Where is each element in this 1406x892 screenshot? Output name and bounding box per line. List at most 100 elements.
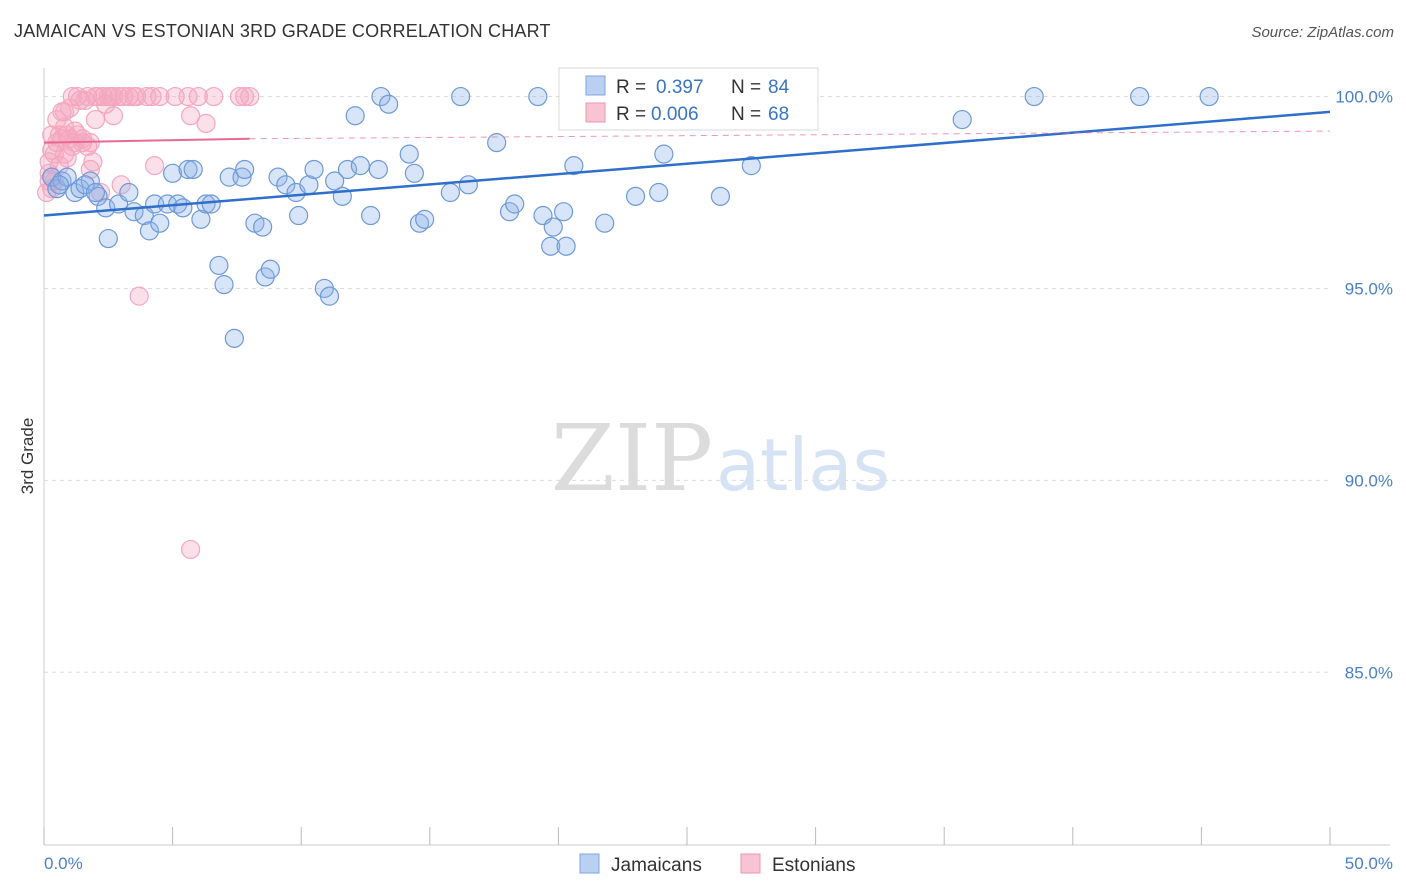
- jamaicans-point: [451, 86, 471, 107]
- estonians-point: [103, 106, 124, 126]
- estonians-point: [85, 109, 106, 130]
- jamaicans-point: [304, 159, 324, 180]
- jamaicans-r-value: 0.397: [656, 77, 704, 98]
- stats-legend: R = 0.397 N = 84 R = 0.006 N = 68: [558, 67, 819, 131]
- jamaicans-point: [276, 175, 296, 195]
- estonians-trend-extension: [249, 130, 1331, 140]
- watermark-zip: ZIP: [551, 405, 713, 512]
- jamaicans-trend-line: [43, 110, 1331, 217]
- jamaicans-point: [75, 175, 95, 195]
- estonians-point: [129, 286, 149, 306]
- estonians-point: [65, 121, 85, 141]
- jamaicans-point: [201, 194, 221, 214]
- jamaicans-point: [458, 175, 478, 195]
- legend-estonians-label: Estonians: [772, 855, 855, 876]
- x-tick-label: 0.0%: [44, 854, 83, 873]
- jamaicans-point: [350, 156, 370, 176]
- jamaicans-point: [178, 159, 198, 180]
- estonians-point: [229, 86, 250, 107]
- estonians-point: [126, 86, 147, 107]
- jamaicans-point: [528, 86, 548, 107]
- estonians-point: [142, 86, 162, 107]
- estonians-point: [80, 159, 100, 180]
- estonians-point: [188, 86, 208, 107]
- jamaicans-point: [1024, 86, 1044, 107]
- jamaicans-point: [1199, 86, 1219, 107]
- estonians-point: [78, 86, 98, 107]
- estonians-point: [83, 152, 103, 172]
- estonians-point: [150, 86, 170, 107]
- jamaicans-point: [625, 186, 646, 206]
- jamaicans-point: [214, 275, 234, 295]
- estonians-swatch: [585, 102, 606, 123]
- jamaicans-point: [541, 236, 561, 256]
- jamaicans-point: [42, 167, 62, 187]
- jamaicans-point: [710, 186, 731, 206]
- jamaicans-point: [649, 182, 669, 203]
- jamaicans-point: [289, 205, 309, 226]
- jamaicans-point: [952, 109, 972, 130]
- estonians-point: [204, 86, 224, 107]
- jamaicans-point: [1130, 86, 1150, 107]
- estonians-point: [57, 148, 77, 168]
- bottom-legend: Jamaicans Estonians: [579, 853, 855, 876]
- jamaicans-n-value: 84: [768, 77, 790, 98]
- source-label: Source: ZipAtlas.com: [1251, 24, 1394, 41]
- estonians-point: [235, 86, 255, 107]
- jamaicans-point: [80, 171, 100, 191]
- jamaicans-point: [404, 163, 424, 183]
- y-tick-label: 90.0%: [1345, 471, 1393, 490]
- jamaicans-point: [361, 205, 381, 226]
- jamaicans-point: [70, 179, 90, 199]
- jamaicans-point: [556, 236, 576, 256]
- jamaicans-r-label: R =: [616, 77, 646, 98]
- watermark-atlas: atlas: [716, 423, 890, 507]
- jamaicans-point: [235, 159, 255, 180]
- jamaicans-point: [191, 209, 211, 229]
- jamaicans-point: [98, 228, 118, 249]
- legend-estonians-swatch: [740, 853, 761, 874]
- estonians-trend-line: [43, 137, 250, 144]
- jamaicans-point: [325, 171, 345, 191]
- estonians-point: [111, 175, 131, 195]
- jamaicans-point: [337, 159, 358, 180]
- jamaicans-point: [319, 286, 340, 306]
- jamaicans-point: [379, 94, 399, 114]
- jamaicans-point: [260, 259, 280, 279]
- jamaicans-point: [253, 217, 273, 237]
- jamaicans-point: [85, 182, 106, 203]
- jamaicans-point: [553, 202, 574, 222]
- jamaicans-point: [232, 167, 252, 187]
- jamaicans-point: [409, 213, 430, 233]
- x-tick-labels: 0.0% 50.0%: [44, 854, 1393, 873]
- chart-title: JAMAICAN VS ESTONIAN 3RD GRADE CORRELATI…: [14, 21, 551, 41]
- jamaicans-point: [57, 167, 77, 187]
- jamaicans-point: [415, 209, 435, 229]
- jamaicans-point: [368, 159, 388, 180]
- jamaicans-point: [49, 175, 70, 195]
- y-axis-title: 3rd Grade: [18, 418, 37, 495]
- jamaicans-point: [183, 159, 203, 180]
- jamaicans-point: [487, 133, 507, 153]
- estonians-point: [181, 539, 201, 560]
- jamaicans-point: [209, 255, 229, 276]
- jamaicans-point: [150, 213, 170, 233]
- y-tick-label: 95.0%: [1345, 279, 1393, 298]
- jamaicans-point: [96, 198, 116, 218]
- estonians-point: [93, 86, 113, 107]
- jamaicans-point: [139, 221, 160, 241]
- estonians-point: [178, 86, 198, 107]
- y-tick-labels: 85.0% 90.0% 95.0% 100.0%: [1335, 88, 1393, 683]
- jamaicans-point: [224, 328, 244, 348]
- jamaicans-point: [595, 213, 615, 233]
- jamaicans-point: [564, 156, 584, 176]
- estonians-point: [54, 102, 75, 122]
- jamaicans-point: [399, 144, 419, 164]
- legend-jamaicans-label: Jamaicans: [611, 855, 702, 876]
- estonians-point: [144, 156, 165, 176]
- jamaicans-point: [345, 106, 365, 126]
- jamaicans-swatch: [585, 75, 606, 96]
- estonians-point: [181, 106, 201, 126]
- trend-lines: [43, 110, 1331, 217]
